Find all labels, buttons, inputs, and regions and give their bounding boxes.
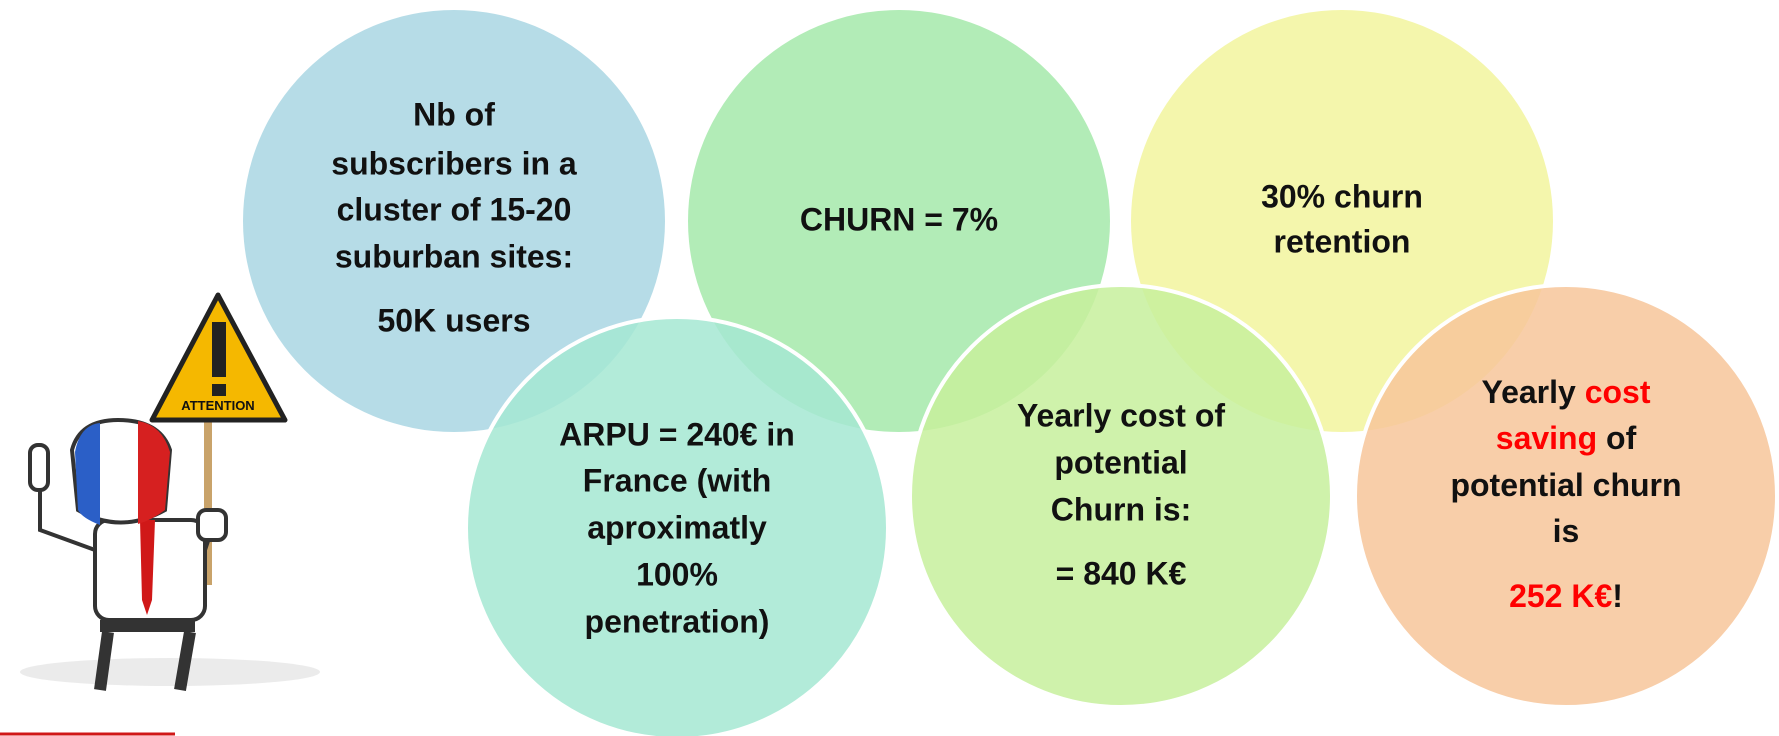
circle-text: penetration) (585, 603, 770, 639)
circle-text: ARPU = 240€ in (559, 416, 795, 452)
circle-text: 50K users (378, 302, 531, 338)
text-run: 252 K€ (1509, 578, 1612, 614)
text-run: saving (1496, 420, 1597, 456)
text-run: Yearly (1482, 374, 1585, 410)
circle-text: potential churn (1450, 467, 1681, 503)
circle-text: Yearly cost (1482, 374, 1651, 410)
circle-text: cluster of 15-20 (337, 191, 572, 227)
cartoon-man: ATTENTION (0, 295, 320, 734)
circle-text: France (with (583, 462, 771, 498)
infographic: ATTENTION Nb of subscribers in a cluster o… (0, 0, 1779, 736)
text-run: of (1597, 420, 1636, 456)
text-run: ! (1612, 578, 1623, 614)
circle-text: 100% (636, 556, 718, 592)
circle-text: CHURN = 7% (800, 201, 998, 237)
circle-text: 30% churn (1261, 178, 1423, 214)
circle-text: suburban sites: (335, 238, 573, 274)
circle-text: saving of (1496, 420, 1637, 456)
circle-text: retention (1274, 223, 1411, 259)
circle-text: is (1553, 513, 1580, 549)
sign-text: ATTENTION (181, 398, 254, 413)
circle-text: Churn is: (1051, 491, 1191, 527)
circle-text: aproximatly (587, 509, 767, 545)
text-run: potential churn (1450, 467, 1681, 503)
circle-text: potential (1054, 444, 1187, 480)
circle-text: Yearly cost of (1017, 397, 1225, 433)
circle-text: 252 K€! (1509, 578, 1623, 614)
circle-text: subscribers in a (331, 145, 577, 181)
text-run: cost (1585, 374, 1651, 410)
circle-text: = 840 K€ (1056, 555, 1187, 591)
text-run: is (1553, 513, 1580, 549)
circle-text: Nb of (413, 96, 495, 132)
